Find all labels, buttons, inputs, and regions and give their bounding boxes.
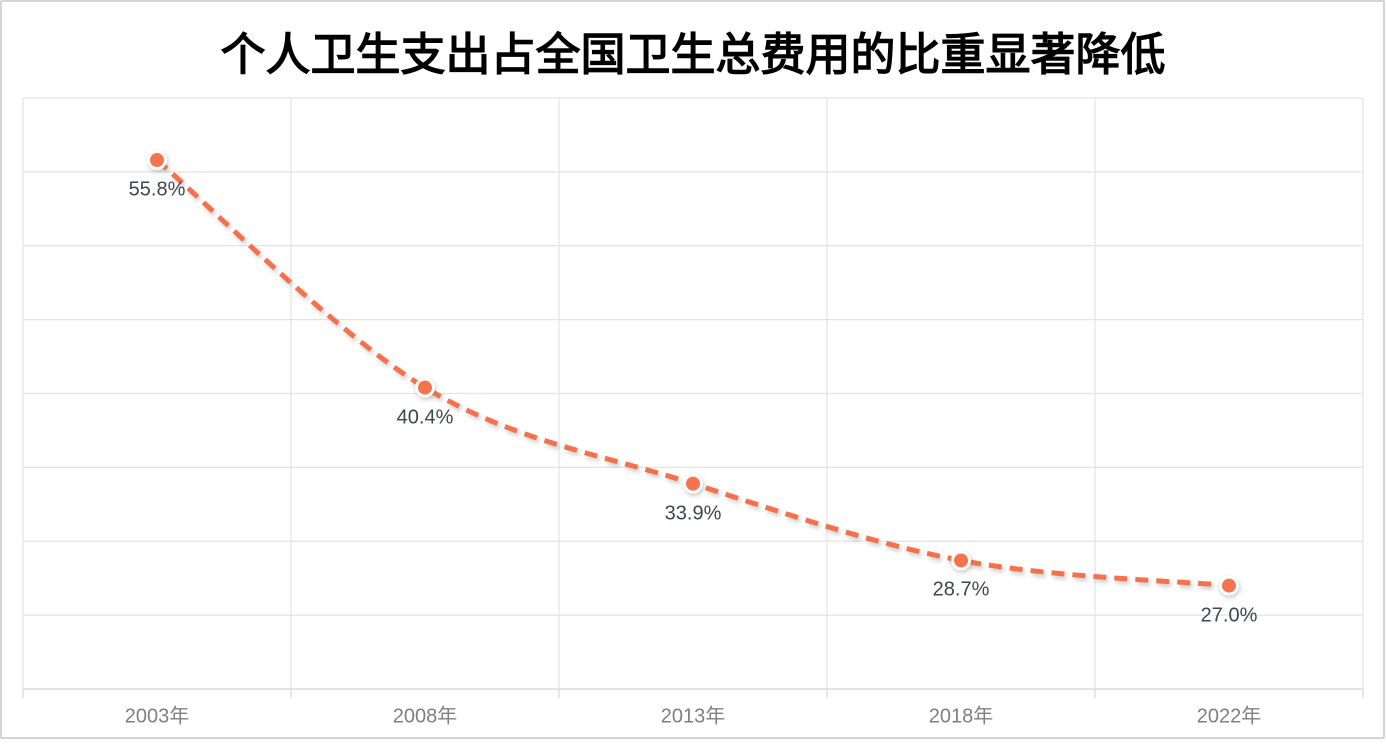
data-label-2008: 40.4% [396,406,454,429]
data-label-2018: 28.7% [932,578,990,601]
data-point-marker-2013年 [683,473,703,494]
x-axis-label-2008: 2008年 [392,705,458,728]
chart-title: 个人卫生支出占全国卫生总费用的比重显著降低 [220,29,1166,80]
data-label-2003: 55.8% [128,178,186,201]
x-axis-label-2018: 2018年 [928,705,994,728]
x-axis-label-2022: 2022年 [1196,705,1262,728]
data-point-marker-2022年 [1219,575,1239,596]
chart-card-border [0,0,1385,739]
x-axis-label-2003: 2003年 [124,705,190,728]
data-label-2022: 27.0% [1200,604,1258,627]
x-axis-label-2013: 2013年 [660,705,726,728]
data-label-2013: 33.9% [664,502,722,525]
data-point-marker-2003年 [147,150,167,171]
data-point-marker-2008年 [415,377,435,398]
data-point-marker-2018年 [951,550,971,571]
